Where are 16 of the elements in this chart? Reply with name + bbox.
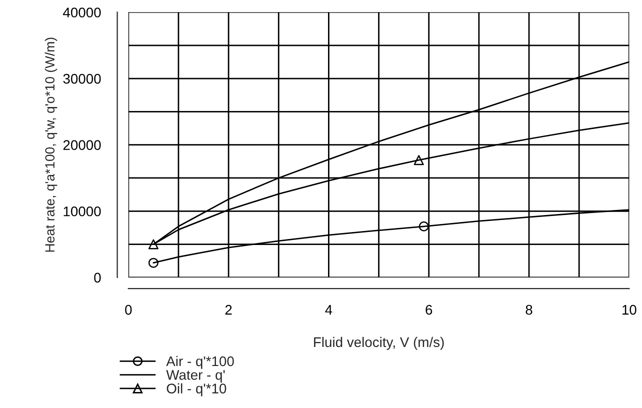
x-axis-title: Fluid velocity, V (m/s) <box>314 336 444 350</box>
legend-label: Oil - q'*10 <box>166 383 226 396</box>
y-tick-label: 0 <box>94 272 101 283</box>
x-tick-label: 6 <box>426 304 432 315</box>
x-tick-label: 2 <box>225 304 232 315</box>
y-tick-label: 30000 <box>63 74 101 84</box>
legend-label: Water - q' <box>166 370 225 383</box>
x-tick-label: 10 <box>622 304 636 315</box>
x-tick-label: 4 <box>325 305 332 315</box>
y-tick-label: 20000 <box>63 140 101 150</box>
y-tick-label: 40000 <box>63 8 101 18</box>
y-axis-title: Heat rate, q'a*100, q'w, q'o*10 (W/m) <box>44 38 58 252</box>
y-tick-label: 10000 <box>64 206 101 216</box>
x-tick-label: 8 <box>526 304 532 315</box>
legend-label: Air - q'*100 <box>166 356 234 369</box>
x-tick-label: 0 <box>125 304 132 315</box>
